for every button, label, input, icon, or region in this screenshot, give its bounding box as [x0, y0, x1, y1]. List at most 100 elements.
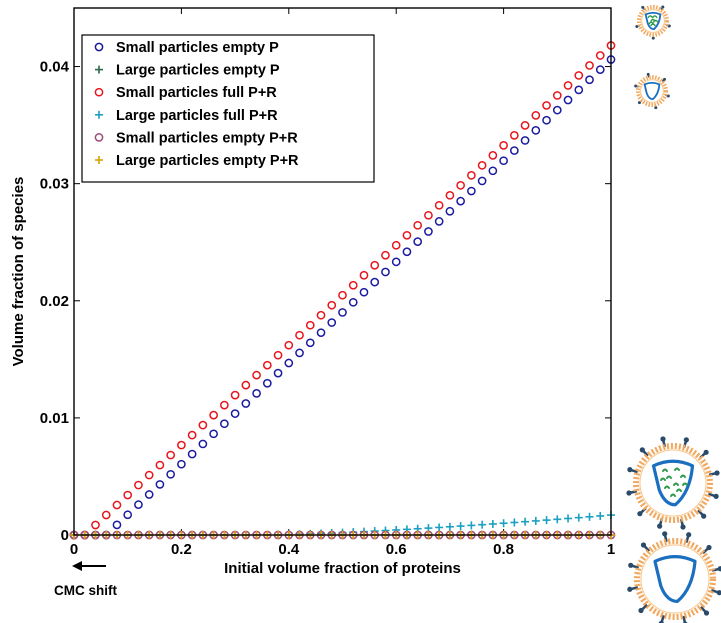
plot-area: [69, 7, 616, 540]
data-point: [348, 280, 358, 290]
data-point: [477, 161, 487, 170]
data-point: [585, 75, 594, 85]
data-point: [338, 308, 347, 317]
legend-marker: [95, 110, 103, 119]
data-point: [488, 166, 498, 176]
data-point: [435, 523, 444, 532]
legend-label: Small particles empty P+R: [116, 130, 298, 146]
legend-label: Large particles empty P+R: [116, 153, 299, 169]
data-point: [585, 512, 594, 521]
data-point: [252, 389, 261, 398]
data-point: [552, 91, 562, 100]
data-point: [531, 111, 541, 120]
data-point: [284, 340, 294, 350]
data-point: [542, 516, 551, 525]
data-point: [402, 230, 412, 240]
data-point: [91, 520, 100, 530]
data-point: [531, 516, 540, 525]
data-point: [520, 136, 530, 145]
data-point: [402, 247, 412, 257]
data-point: [112, 520, 122, 530]
data-point: [509, 146, 519, 155]
data-point: [456, 522, 465, 531]
data-point: [177, 440, 186, 450]
x-axis-title: Initial volume fraction of proteins: [224, 560, 461, 577]
data-point: [510, 518, 519, 527]
data-point: [574, 71, 584, 80]
y-tick-label: 0.04: [40, 59, 70, 76]
legend: Small particles empty P Large particles e…: [81, 34, 375, 183]
data-point: [209, 410, 218, 420]
x-tick-label: 0: [70, 541, 78, 558]
plot-frame: [73, 7, 612, 536]
data-point: [381, 250, 390, 260]
data-point: [424, 227, 433, 236]
data-point: [230, 390, 240, 400]
legend-label: Large particles full P+R: [116, 108, 278, 124]
data-point: [595, 51, 605, 60]
data-point: [155, 480, 165, 489]
data-point: [123, 490, 133, 500]
data-point: [595, 65, 605, 74]
data-point: [144, 490, 154, 499]
x-tick-label: 0.2: [171, 541, 192, 558]
data-point: [391, 257, 401, 267]
data-point: [230, 409, 240, 418]
data-point: [391, 240, 401, 250]
data-point: [144, 470, 154, 480]
data-point: [134, 500, 143, 510]
data-point: [220, 419, 229, 429]
data-point: [552, 105, 562, 115]
data-point: [574, 513, 583, 522]
data-point: [564, 514, 573, 523]
data-point: [478, 520, 487, 529]
data-point: [434, 217, 444, 226]
data-point: [477, 176, 487, 186]
data-point: [262, 360, 272, 370]
legend-box: [81, 34, 375, 183]
y-axis-title: Volume fraction of species: [10, 177, 27, 367]
x-tick-label: 0.4: [278, 541, 300, 558]
legend-label: Small particles empty P: [116, 40, 279, 56]
data-point: [241, 399, 251, 408]
data-point: [198, 420, 208, 430]
small-particle-empty-icon: [634, 72, 670, 110]
data-point: [316, 310, 326, 320]
data-point: [295, 330, 304, 340]
data-point: [305, 338, 315, 348]
particle-icons: [626, 5, 721, 623]
data-point: [467, 521, 476, 530]
data-point: [359, 270, 369, 280]
annotation-label: CMC shift: [54, 583, 117, 598]
y-tick-label: 0: [61, 527, 69, 544]
left-arrow-icon: [72, 561, 106, 571]
small-particle-full-icon: [635, 5, 671, 40]
data-point: [155, 460, 165, 470]
data-point: [413, 237, 423, 246]
data-point: [209, 429, 218, 439]
x-tick-label: 0.8: [493, 541, 514, 558]
data-point: [467, 186, 476, 196]
data-point: [112, 500, 122, 510]
data-point: [381, 267, 390, 277]
data-point: [348, 297, 358, 307]
data-point: [359, 287, 369, 297]
legend-marker: [95, 156, 103, 164]
data-point: [424, 210, 433, 220]
data-point: [370, 277, 380, 287]
data-point: [456, 196, 465, 206]
data-point: [585, 61, 594, 70]
legend-marker: [95, 65, 103, 74]
data-point: [488, 519, 497, 528]
data-point: [542, 101, 551, 110]
series-1: [69, 55, 616, 540]
data-point: [134, 480, 143, 490]
legend-marker: [94, 133, 104, 142]
data-point: [413, 220, 423, 230]
data-point: [520, 121, 530, 130]
data-point: [273, 350, 283, 360]
data-point: [488, 151, 498, 160]
data-point: [123, 510, 133, 520]
data-point: [327, 300, 337, 310]
